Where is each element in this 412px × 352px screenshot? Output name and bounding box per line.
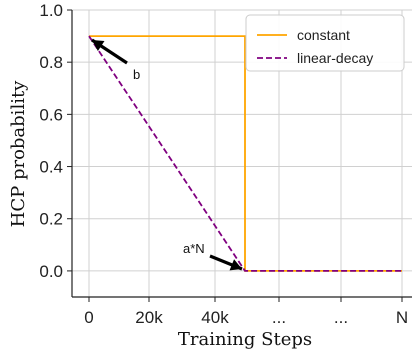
legend-label-constant: constant [297, 27, 350, 43]
annotation-arrow-aN-head [229, 259, 242, 271]
x-tick-label: ... [334, 308, 348, 327]
x-tick-label: N [396, 308, 408, 327]
legend: constant linear-decay [245, 14, 405, 72]
y-tick-label: 0.8 [39, 53, 63, 72]
y-axis-title: HCP probability [8, 80, 29, 228]
x-tick-label: 40k [201, 308, 229, 327]
series-layer [88, 35, 402, 272]
legend-label-linear-decay: linear-decay [297, 50, 373, 66]
x-tick-label: 0 [84, 308, 93, 327]
annotations: b a*N [91, 38, 243, 271]
legend-box [245, 14, 405, 72]
x-tick-label: 20k [135, 308, 163, 327]
axes: 0.0 0.2 0.4 0.6 0.8 1.0 0 20k 40k...... N [39, 1, 412, 327]
y-tick-label: 1.0 [39, 1, 63, 20]
y-tick-label: 0.2 [39, 210, 63, 229]
y-tick-label: 0.6 [39, 105, 63, 124]
x-axis-title: Training Steps [178, 329, 312, 350]
y-tick-label: 0.0 [39, 262, 63, 281]
annotation-label: a*N [183, 241, 205, 256]
series-line-linear-decay [88, 35, 402, 272]
annotation-arrow-b-head [92, 40, 105, 52]
x-tick-label: ... [272, 308, 286, 327]
y-tick-label: 0.4 [39, 158, 63, 177]
annotation-label: b [133, 67, 140, 82]
